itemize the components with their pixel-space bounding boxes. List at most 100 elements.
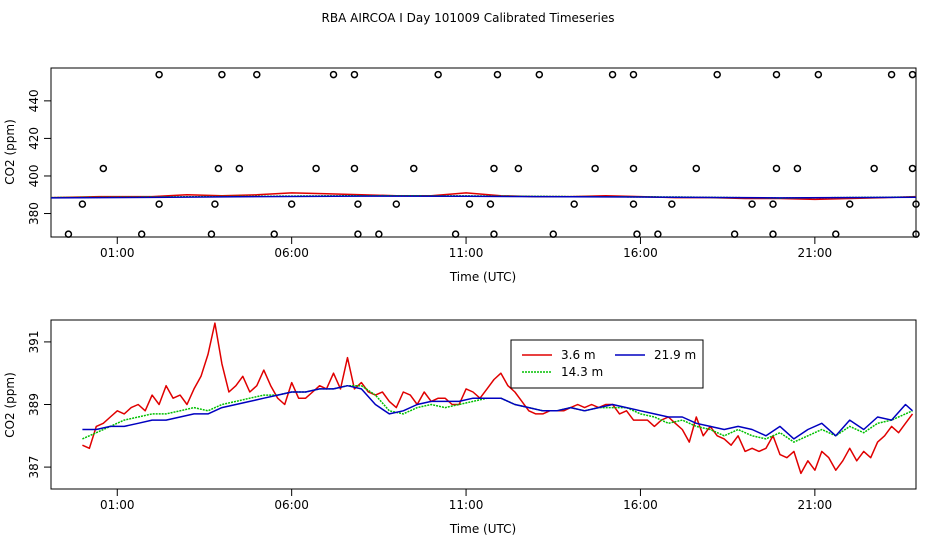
legend-label-14-3m: 14.3 m [561, 365, 603, 379]
calibration-point [434, 70, 442, 79]
x-tick-label: 21:00 [798, 246, 833, 260]
calibration-point [493, 70, 502, 79]
calibration-point [207, 230, 216, 238]
calibration-point [633, 230, 641, 238]
figure-title: RBA AIRCOA I Day 101009 Calibrated Times… [322, 11, 615, 25]
series-line-21-9-m [82, 384, 914, 440]
y-tick-label: 420 [27, 127, 41, 150]
x-tick-label: 06:00 [274, 498, 309, 512]
x-tick-label: 16:00 [623, 246, 658, 260]
legend-label-3-6m: 3.6 m [561, 348, 596, 362]
calibration-point [486, 200, 495, 208]
calibration-point [908, 70, 917, 79]
series-line-2 [50, 195, 917, 199]
x-tick-label: 16:00 [623, 498, 658, 512]
calibration-point [354, 200, 362, 208]
panel-2-data [82, 322, 914, 475]
calibration-point [354, 230, 362, 238]
y-tick-label: 400 [27, 165, 41, 188]
calibration-point [772, 164, 781, 173]
calibration-point [629, 164, 638, 173]
calibration-point [490, 164, 498, 173]
calibration-point [772, 70, 781, 79]
y-tick-label: 380 [27, 202, 41, 225]
calibration-point [748, 200, 756, 208]
x-tick-label: 06:00 [274, 246, 309, 260]
calibration-point [375, 230, 383, 238]
calibration-point [535, 70, 544, 79]
calibration-point [769, 200, 777, 208]
calibration-point [235, 164, 244, 173]
calibration-point [870, 164, 878, 173]
calibration-point [218, 70, 226, 79]
calibration-point [270, 230, 278, 238]
calibration-point [514, 164, 523, 173]
calibration-point [99, 164, 108, 173]
calibration-point [409, 164, 418, 173]
calibration-point [465, 200, 474, 208]
calibration-point [392, 200, 401, 208]
calibration-point [887, 70, 896, 79]
calibration-point [912, 230, 920, 238]
calibration-point [912, 200, 920, 208]
calibration-point [608, 70, 617, 79]
calibration-point [350, 70, 359, 79]
calibration-point [549, 230, 558, 238]
y-tick-label: 440 [27, 89, 41, 112]
calibration-point [570, 200, 578, 208]
calibration-point [629, 70, 638, 79]
x-tick-label: 01:00 [100, 246, 135, 260]
calibration-point [629, 200, 638, 208]
legend-label-21-9m: 21.9 m [654, 348, 696, 362]
legend: 3.6 m 14.3 m 21.9 m [510, 339, 704, 389]
y-tick-label: 387 [27, 456, 41, 479]
calibration-point [253, 70, 261, 79]
legend-box [510, 339, 704, 389]
calibration-point [64, 230, 73, 238]
calibration-point [769, 230, 777, 238]
x-tick-label: 21:00 [798, 498, 833, 512]
panel-2-x-axis-label: Time (UTC) [449, 522, 516, 536]
calibration-point [287, 200, 296, 208]
panel-1-x-axis: 01:00 06:00 11:00 16:00 21:00 [100, 237, 832, 260]
calibration-point [908, 164, 917, 173]
panel-2-frame [50, 319, 917, 490]
y-tick-label: 391 [27, 330, 41, 353]
calibration-point [730, 230, 739, 238]
panel-1-data [50, 70, 920, 238]
panel-1-y-axis-label: CO2 (ppm) [3, 119, 17, 185]
x-tick-label: 11:00 [449, 498, 484, 512]
panel-1-y-axis: 380 400 420 440 [27, 89, 51, 225]
calibration-point [350, 164, 359, 173]
calibration-point [845, 200, 854, 208]
y-tick-label: 389 [27, 393, 41, 416]
calibration-point [654, 230, 662, 238]
panel-2-x-axis: 01:00 06:00 11:00 16:00 21:00 [100, 489, 832, 512]
calibration-point [490, 230, 498, 238]
panel-1-frame [50, 67, 917, 238]
calibration-point [692, 164, 701, 173]
calibration-point [137, 230, 146, 238]
x-tick-label: 01:00 [100, 498, 135, 512]
calibration-point [214, 164, 223, 173]
calibration-point [211, 200, 219, 208]
calibration-point [155, 200, 163, 208]
calibration-point [78, 200, 87, 208]
calibration-point [793, 164, 802, 173]
calibration-point [713, 70, 721, 79]
calibration-point [668, 200, 676, 208]
calibration-point [329, 70, 338, 79]
calibration-point [451, 230, 460, 238]
calibration-point [312, 164, 320, 173]
calibration-point [814, 70, 823, 79]
calibration-point [591, 164, 599, 173]
panel-2: 01:00 06:00 11:00 16:00 21:00 387 389 391 Time… [3, 319, 917, 536]
series-line-3-6-m [82, 322, 914, 475]
panel-1-x-axis-label: Time (UTC) [449, 270, 516, 284]
panel-2-y-axis-label: CO2 (ppm) [3, 372, 17, 438]
calibration-point [832, 230, 840, 238]
panel-2-y-axis: 387 389 391 [27, 330, 51, 479]
calibration-point [155, 70, 163, 79]
panel-1: 01:00 06:00 11:00 16:00 21:00 380 400 420 440 T… [3, 67, 920, 284]
